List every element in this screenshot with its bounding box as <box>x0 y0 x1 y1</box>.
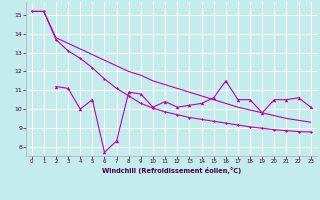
X-axis label: Windchill (Refroidissement éolien,°C): Windchill (Refroidissement éolien,°C) <box>101 167 241 174</box>
